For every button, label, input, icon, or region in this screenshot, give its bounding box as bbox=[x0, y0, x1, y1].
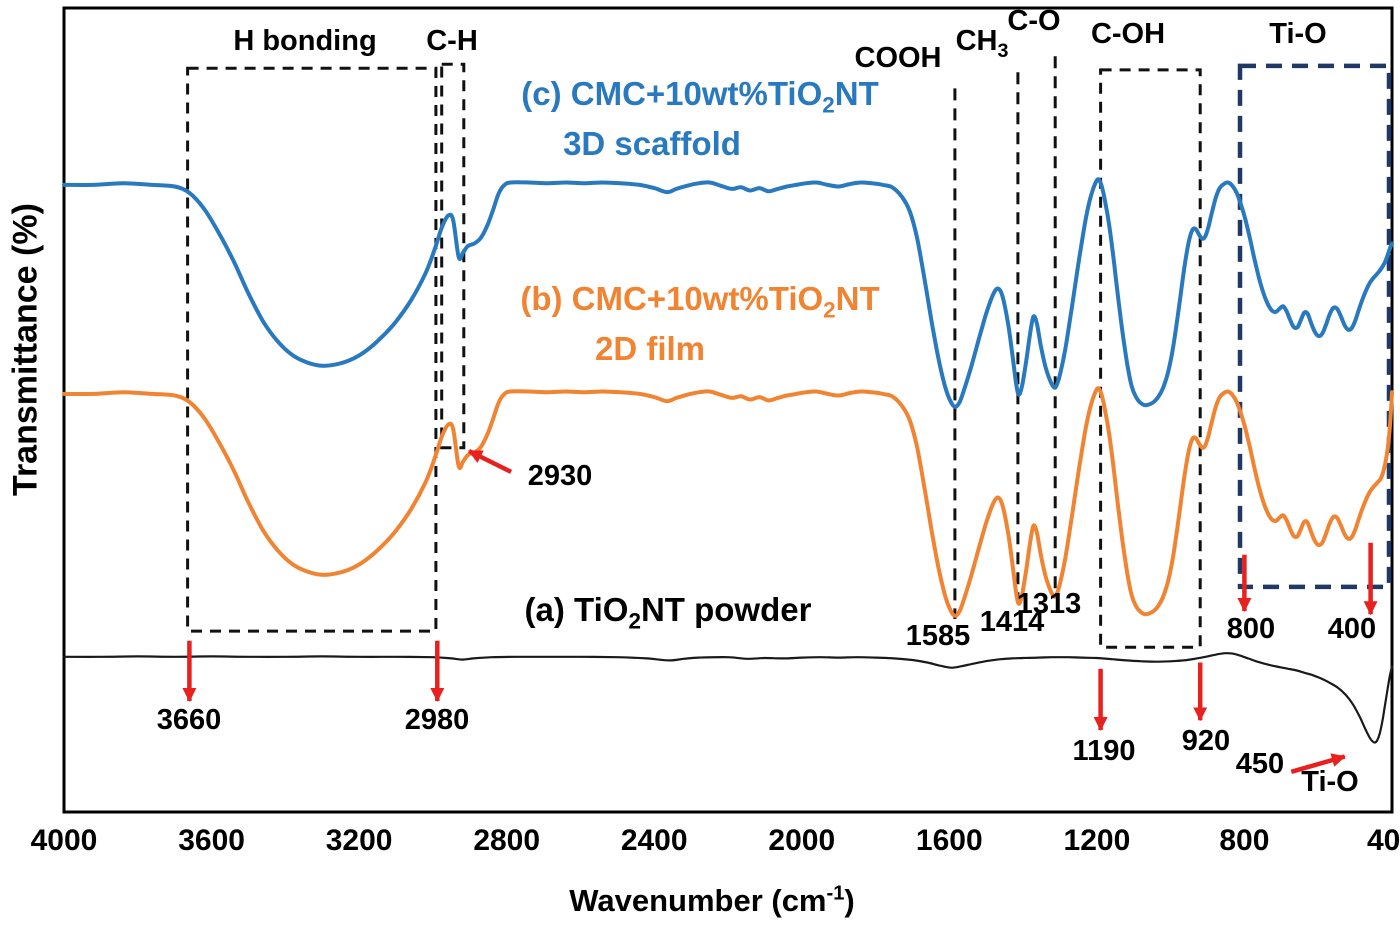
band-label-ti-o-top: Ti-O bbox=[1269, 18, 1327, 50]
series-a-label-subscript: 2 bbox=[628, 608, 641, 634]
x-tick-label: 3600 bbox=[178, 824, 245, 857]
x-axis-title: Wavenumber (cm-1) bbox=[569, 882, 855, 919]
band-label-ch3: CH3 bbox=[955, 25, 1009, 61]
arrow-450 bbox=[1290, 753, 1346, 774]
peak-label-2980: 2980 bbox=[404, 704, 470, 736]
band-label-ch3-text: CH bbox=[955, 25, 998, 57]
x-tick-label: 2000 bbox=[768, 824, 836, 857]
x-tick-label: 2800 bbox=[473, 824, 541, 857]
series-a-label-suffix: NT powder bbox=[640, 591, 812, 628]
series-b-label-text: (b) CMC+10wt%TiO bbox=[520, 280, 824, 317]
x-tick-label: 3200 bbox=[325, 824, 393, 857]
peak-label-1190: 1190 bbox=[1072, 735, 1136, 767]
series-c-label-line1: (c) CMC+10wt%TiO2NT bbox=[521, 75, 879, 116]
x-tick-label: 4000 bbox=[30, 824, 98, 857]
peak-label-2930: 2930 bbox=[527, 460, 593, 492]
x-axis-ticks: 4000 3600 3200 2800 2400 2000 1600 1200 800 400 bbox=[0, 824, 1400, 868]
x-tick-label: 400 bbox=[1366, 824, 1400, 857]
band-label-h-bonding: H bonding bbox=[233, 25, 377, 57]
x-axis-title-superscript: -1 bbox=[826, 882, 845, 905]
series-b-label-subscript: 2 bbox=[823, 297, 836, 323]
plot-border bbox=[62, 6, 1394, 814]
series-c-label-subscript: 2 bbox=[822, 92, 835, 118]
band-label-c-oh: C-OH bbox=[1090, 18, 1166, 50]
band-label-c-h: C-H bbox=[426, 25, 478, 57]
x-tick-label: 1200 bbox=[1063, 824, 1131, 857]
x-tick-label: 1600 bbox=[915, 824, 983, 857]
ti-o-box bbox=[1237, 63, 1392, 590]
band-label-ch3-subscript: 3 bbox=[997, 39, 1009, 62]
c-oh-box bbox=[1099, 68, 1202, 649]
arrow-2930 bbox=[467, 448, 513, 474]
peak-label-1414: 1414 bbox=[979, 606, 1045, 638]
x-tick-label: 800 bbox=[1219, 824, 1270, 857]
series-b-label-suffix: NT bbox=[835, 280, 880, 317]
spectrum-curve-a bbox=[62, 652, 1394, 744]
peak-label-800: 800 bbox=[1226, 613, 1276, 645]
spectrum-curve-c bbox=[62, 177, 1394, 409]
peak-label-1585: 1585 bbox=[905, 620, 971, 652]
peak-label-920: 920 bbox=[1181, 725, 1231, 757]
spectrum-curve-b bbox=[62, 386, 1394, 618]
x-axis-title-text: Wavenumber (cm bbox=[569, 883, 827, 918]
peak-label-1313: 1313 bbox=[1016, 588, 1082, 620]
band-label-ti-o-bottom: Ti-O bbox=[1301, 766, 1359, 798]
c-h-box bbox=[440, 62, 466, 450]
peak-label-400: 400 bbox=[1327, 613, 1377, 645]
series-c-label-suffix: NT bbox=[834, 75, 879, 112]
h-bonding-box bbox=[186, 66, 438, 633]
x-tick-label: 2400 bbox=[620, 824, 688, 857]
band-label-c-o: C-O bbox=[1007, 5, 1061, 37]
peak-label-3660: 3660 bbox=[156, 704, 222, 736]
x-axis-title-close: ) bbox=[844, 883, 855, 918]
series-c-label-line2: 3D scaffold bbox=[563, 125, 741, 162]
y-axis-title: Transmittance (%) bbox=[6, 203, 45, 496]
series-a-label-text: (a) TiO bbox=[524, 591, 629, 628]
series-b-label-line2: 2D film bbox=[594, 330, 706, 367]
band-label-cooh: COOH bbox=[854, 42, 942, 74]
series-a-label: (a) TiO2NT powder bbox=[524, 591, 812, 632]
series-b-label-line1: (b) CMC+10wt%TiO2NT bbox=[520, 280, 880, 321]
peak-label-450: 450 bbox=[1235, 748, 1285, 780]
series-c-label-text: (c) CMC+10wt%TiO bbox=[521, 75, 823, 112]
